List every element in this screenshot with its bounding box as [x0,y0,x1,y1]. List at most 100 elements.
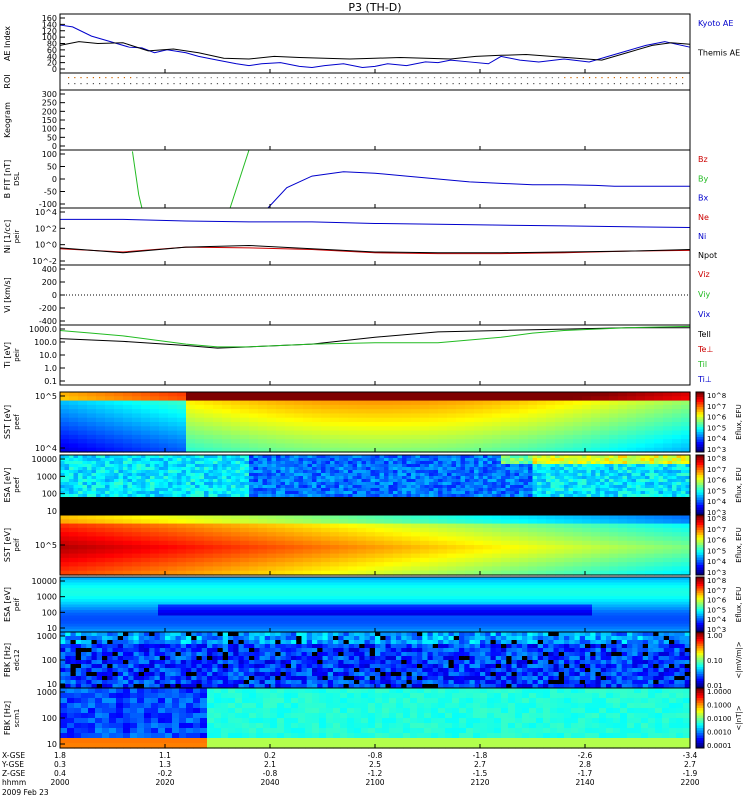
spectrogram-cell [384,549,394,554]
spectrogram-cell [465,532,475,537]
spectrogram-cell [312,562,322,567]
spectrogram-cell [357,439,367,444]
spectrogram-cell [474,426,484,431]
roi-dot [80,83,81,84]
spectrogram-cell [141,545,151,550]
spectrogram-cell [474,519,484,524]
spectrogram-cell [438,426,448,431]
spectrogram-cell [528,409,538,414]
spectrogram-cell [357,418,367,423]
spectrogram-cell [456,558,466,563]
spectrogram-cell [159,392,169,397]
spectrogram-cell [105,435,115,440]
spectrogram-cell [150,435,160,440]
roi-dot [260,77,261,78]
roi-dot [118,77,119,78]
panel-frame-6 [60,325,690,385]
spectrogram-cell [609,435,619,440]
roi-dot [366,77,367,78]
spectrogram-cell [330,431,340,436]
spectrogram-cell [303,558,313,563]
spectrogram-cell [294,524,304,529]
spectrogram-cell [636,409,646,414]
spectrogram-cell [510,545,520,550]
spectrogram-cell [222,558,232,563]
roi-dot [453,83,454,84]
spectrogram-cell [555,426,565,431]
spectrogram-cell [492,443,502,448]
spectrogram-cell [132,392,142,397]
spectrogram-cell [132,409,142,414]
spectrogram-cell [438,515,448,520]
spectrogram-cell [141,409,151,414]
spectrogram-cell [339,562,349,567]
spectrogram-cell [681,392,691,397]
roi-dot [322,83,323,84]
roi-dot [645,83,646,84]
spectrogram-cell [213,558,223,563]
spectrogram-cell [492,439,502,444]
spectrogram-cell [636,422,646,427]
spectrogram-cell [204,536,214,541]
spectrogram-cell [168,558,178,563]
spectrogram-cell [375,536,385,541]
spectrogram-cell [204,435,214,440]
spectrogram-cell [141,558,151,563]
spectrogram-cell [339,409,349,414]
roi-dot [217,83,218,84]
spectrogram-cell [375,426,385,431]
spectrogram-cell [555,401,565,406]
roi-dot [409,77,410,78]
spectrogram-cell [168,524,178,529]
spectrogram-cell [537,528,547,533]
spectrogram-cell [582,392,592,397]
spectrogram-cell [240,515,250,520]
spectrogram-cell [645,409,655,414]
spectrogram-cell [159,558,169,563]
spectrogram-cell [96,431,106,436]
roi-dot [595,77,596,78]
spectrogram-cell [276,431,286,436]
spectrogram-cell [501,396,511,401]
spectrogram-cell [267,558,277,563]
spectrogram-cell [60,431,70,436]
roi-dot [279,83,280,84]
spectrogram-cell [258,409,268,414]
roi-dot [328,77,329,78]
spectrogram-cell [240,409,250,414]
roi-dot [384,77,385,78]
spectrogram-cell [528,545,538,550]
spectrogram-cell [69,545,79,550]
spectrogram-cell [159,545,169,550]
spectrogram-cell [546,405,556,410]
spectrogram-cell [303,554,313,559]
spectrogram-cell [69,392,79,397]
spectrogram-cell [672,409,682,414]
spectrogram-cell [69,409,79,414]
colorbar-tick: 10^4 [707,435,727,443]
spectrogram-cell [339,519,349,524]
spectrogram-cell [645,435,655,440]
spectrogram-cell [276,536,286,541]
ytick-label: 10000 [32,455,57,464]
spectrogram-cell [96,562,106,567]
spectrogram-cell [276,439,286,444]
spectrogram-cell [510,401,520,406]
spectrogram-cell [285,528,295,533]
spectrogram-cell [69,524,79,529]
spectrogram-cell [114,519,124,524]
ylabel-text: ESA [eV] [3,468,12,503]
spectrogram-cell [474,443,484,448]
spectrogram-cell [96,549,106,554]
spectrogram-cell [663,422,673,427]
spectrogram-cell [555,439,565,444]
spectrogram-cell [267,439,277,444]
spectrogram-cell [321,435,331,440]
spectrogram-cell [375,405,385,410]
spectrogram-cell [231,431,241,436]
spectrogram-cell [411,409,421,414]
spectrogram-cell [312,426,322,431]
roi-dot [471,77,472,78]
spectrogram-cell [240,405,250,410]
spectrogram-cell [87,409,97,414]
